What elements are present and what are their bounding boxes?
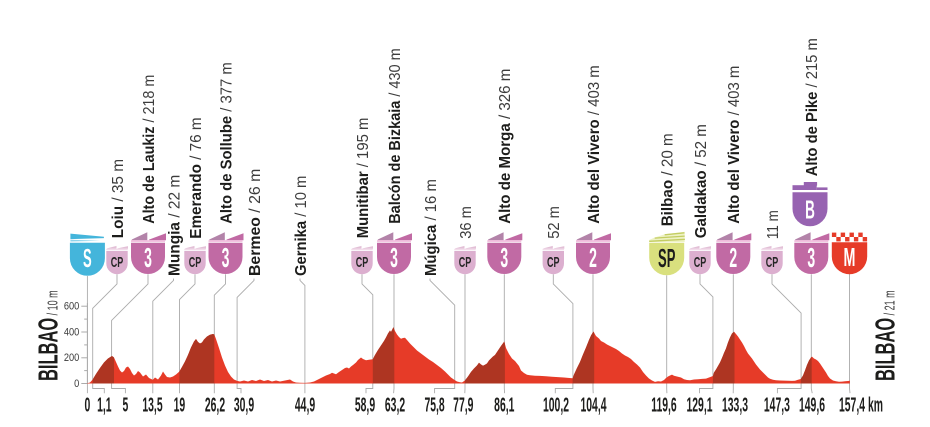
svg-text:2: 2 [589,242,597,274]
svg-text:200: 200 [64,352,80,364]
svg-text:Galdakao / 52 m: Galdakao / 52 m [692,124,709,238]
svg-text:S: S [83,244,92,273]
svg-text:3: 3 [144,242,152,274]
svg-text:3: 3 [500,242,508,274]
svg-text:km: km [868,395,883,416]
svg-text:30,9: 30,9 [234,395,254,416]
svg-text:11 m: 11 m [765,210,782,239]
svg-text:3: 3 [390,242,398,274]
svg-text:2: 2 [729,242,737,274]
svg-text:CP: CP [111,254,123,271]
svg-text:36 m: 36 m [457,206,475,239]
svg-text:3: 3 [222,242,230,274]
svg-text:Bilbao / 20 m: Bilbao / 20 m [659,133,676,226]
svg-text:1,1: 1,1 [97,395,112,416]
svg-text:58,9: 58,9 [355,395,375,416]
svg-text:400: 400 [64,327,80,339]
svg-text:CP: CP [189,254,201,271]
svg-text:13,5: 13,5 [142,395,162,416]
svg-text:Munitibar / 195 m: Munitibar / 195 m [354,118,372,239]
svg-text:Alto de Morga / 326 m: Alto de Morga / 326 m [497,69,514,224]
svg-text:M: M [844,244,856,273]
svg-text:Múgica / 16 m: Múgica / 16 m [422,179,440,276]
svg-text:63,2: 63,2 [385,395,405,416]
svg-text:SP: SP [658,244,675,273]
svg-text:149,6: 149,6 [799,395,825,416]
svg-text:26,2: 26,2 [205,395,225,416]
svg-text:CP: CP [766,254,778,271]
svg-text:119,6: 119,6 [651,395,677,416]
svg-text:CP: CP [459,254,471,271]
svg-text:CP: CP [356,254,368,271]
svg-text:CP: CP [694,254,706,271]
svg-text:147,3: 147,3 [764,395,790,416]
svg-text:5: 5 [123,395,129,416]
svg-text:157,4: 157,4 [839,395,865,416]
svg-text:100,2: 100,2 [543,395,569,416]
svg-text:Gernika / 10 m: Gernika / 10 m [292,176,310,276]
svg-text:19: 19 [174,395,186,416]
svg-text:Alto del Vivero / 403 m: Alto del Vivero / 403 m [585,65,603,224]
svg-text:44,9: 44,9 [295,395,315,416]
svg-text:104,4: 104,4 [581,395,607,416]
svg-text:77,9: 77,9 [453,395,473,416]
svg-text:52 m: 52 m [546,206,564,239]
svg-text:Mungia / 22 m: Mungia / 22 m [166,175,183,276]
svg-text:3: 3 [807,242,815,274]
svg-text:600: 600 [64,301,80,313]
svg-text:Balcón de Bizkaia / 430 m: Balcón de Bizkaia / 430 m [386,48,404,223]
svg-text:Emerando / 76 m: Emerando / 76 m [188,117,205,238]
svg-text:0: 0 [85,395,91,416]
svg-text:0: 0 [74,378,79,390]
svg-text:129,1: 129,1 [687,395,713,416]
svg-text:Alto de Laukiz / 218 m: Alto de Laukiz / 218 m [140,75,158,224]
svg-text:Loiu / 35 m: Loiu / 35 m [110,159,127,238]
svg-text:75,8: 75,8 [424,395,444,416]
svg-text:Bermeo / 26 m: Bermeo / 26 m [247,169,264,276]
svg-text:86,1: 86,1 [494,395,514,416]
svg-text:Alto de Sollube / 377 m: Alto de Sollube / 377 m [218,62,236,224]
svg-text:B: B [805,196,815,225]
svg-text:Alto del Vivero / 403 m: Alto del Vivero / 403 m [726,66,744,224]
svg-text:133,3: 133,3 [722,395,748,416]
svg-text:CP: CP [547,254,559,271]
svg-text:Alto de Pike / 215 m: Alto de Pike / 215 m [804,38,822,176]
